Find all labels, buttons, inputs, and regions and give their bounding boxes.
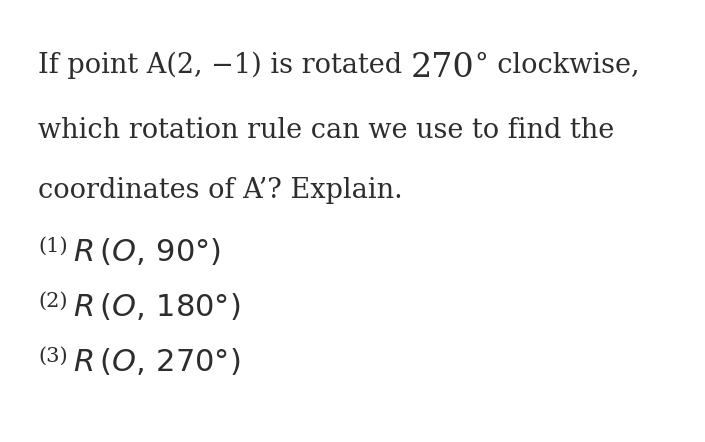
Text: ° clockwise,: ° clockwise, — [474, 52, 639, 79]
Text: $\mathit{R}\,(\mathit{O},\,180°)$: $\mathit{R}\,(\mathit{O},\,180°)$ — [73, 292, 240, 323]
Text: 270: 270 — [411, 52, 474, 84]
Text: coordinates of A’? Explain.: coordinates of A’? Explain. — [38, 177, 403, 204]
Text: (1): (1) — [38, 237, 68, 256]
Text: $\mathit{R}\,(\mathit{O},\,270°)$: $\mathit{R}\,(\mathit{O},\,270°)$ — [73, 347, 240, 378]
Text: (2): (2) — [38, 292, 68, 311]
Text: which rotation rule can we use to find the: which rotation rule can we use to find t… — [38, 117, 614, 144]
Text: If point A(2, −1) is rotated: If point A(2, −1) is rotated — [38, 52, 411, 80]
Text: $\mathit{R}\,(\mathit{O},\,90°)$: $\mathit{R}\,(\mathit{O},\,90°)$ — [73, 237, 221, 268]
Text: (3): (3) — [38, 347, 68, 366]
